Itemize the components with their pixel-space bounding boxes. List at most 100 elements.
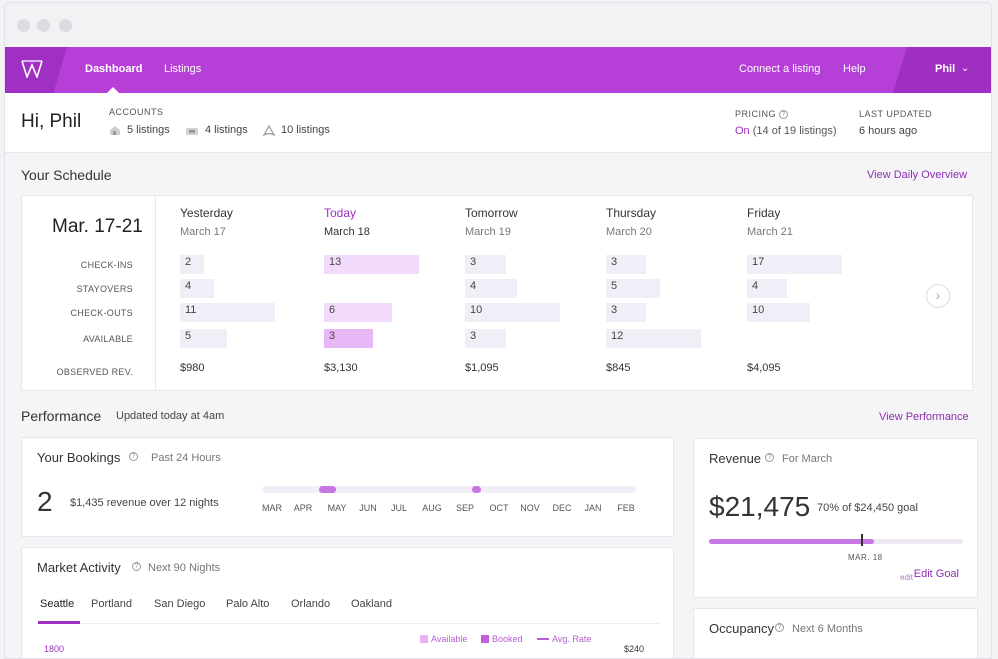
help-icon[interactable]: ? — [129, 452, 138, 461]
observed-revenue: $4,095 — [747, 362, 781, 374]
tab-oakland[interactable]: Oakland — [351, 598, 392, 610]
observed-revenue: $845 — [606, 362, 631, 374]
window-minimize-button[interactable] — [37, 19, 50, 32]
stayovers-bar: 4 — [747, 279, 787, 298]
month-label: APR — [293, 503, 313, 513]
checkins-bar: 2 — [180, 255, 204, 274]
tab-seattle[interactable]: Seattle — [40, 598, 75, 610]
market-period: Next 90 Nights — [148, 562, 221, 574]
axis-left-label: 1800 — [44, 644, 65, 654]
help-icon[interactable]: ? — [779, 110, 789, 120]
available-bar: 12 — [606, 329, 701, 348]
nav-listings[interactable]: Listings — [164, 63, 202, 75]
month-label: MAR — [262, 503, 282, 513]
tab-san-diego[interactable]: San Diego — [154, 598, 206, 610]
bookings-timeline — [262, 486, 636, 493]
day-name: Thursday — [606, 206, 657, 220]
revenue-progress-fill — [709, 539, 875, 544]
revenue-progress — [709, 534, 963, 546]
checkouts-bar: 10 — [747, 303, 810, 322]
month-label: MAY — [327, 503, 347, 513]
available-bar: 3 — [324, 329, 373, 348]
day-column-today: Today March 18 13 6 3 $3,130 — [324, 196, 464, 390]
performance-title: Performance — [21, 408, 102, 424]
bookings-count: 2 — [37, 486, 53, 517]
day-column-friday: Friday March 21 17 4 10 $4,095 — [747, 196, 887, 390]
view-performance-link[interactable]: View Performance — [879, 411, 969, 423]
revenue-amount: $21,475 — [709, 491, 811, 522]
available-bar: 5 — [180, 329, 227, 348]
active-nav-indicator — [107, 87, 119, 93]
month-label: NOV — [520, 503, 540, 513]
stayovers-bar: 5 — [606, 279, 660, 298]
active-tab-underline — [38, 621, 80, 624]
row-label-checkouts: CHECK-OUTS — [70, 308, 133, 318]
account-header: Hi, Phil ACCOUNTS 5 listings 4 listings … — [5, 93, 991, 153]
month-label: DEC — [552, 503, 572, 513]
account-label: 5 listings — [127, 124, 170, 136]
revenue-period: For March — [782, 453, 833, 465]
checkouts-bar: 11 — [180, 303, 275, 322]
help-icon[interactable]: ? — [775, 623, 784, 632]
booking-marker[interactable] — [319, 486, 336, 493]
account-item[interactable]: 10 listings — [263, 124, 330, 136]
user-menu[interactable]: Phil ⌄ — [893, 47, 991, 93]
day-name: Yesterday — [180, 206, 233, 220]
tab-portland[interactable]: Portland — [91, 598, 132, 610]
performance-updated: Updated today at 4am — [116, 410, 225, 422]
row-label-available: AVAILABLE — [83, 334, 133, 344]
chevron-right-icon: › — [935, 287, 941, 303]
day-date: March 17 — [180, 226, 226, 238]
revenue-title: Revenue — [709, 451, 762, 466]
app-window: Dashboard Listings Connect a listing Hel… — [4, 2, 992, 659]
top-navbar: Dashboard Listings Connect a listing Hel… — [5, 47, 991, 93]
tab-orlando[interactable]: Orlando — [291, 598, 331, 610]
legend-available: Available — [420, 634, 467, 644]
bookings-note: $1,435 revenue over 12 nights — [70, 497, 219, 509]
stayovers-bar: 4 — [465, 279, 517, 298]
pricing-title: PRICING? — [735, 109, 789, 120]
observed-revenue: $3,130 — [324, 362, 358, 374]
nav-help[interactable]: Help — [843, 63, 866, 75]
occupancy-card: Occupancy ? Next 6 Months — [693, 608, 978, 658]
account-label: 10 listings — [281, 124, 330, 136]
today-marker — [861, 534, 863, 546]
chevron-down-icon: ⌄ — [961, 63, 970, 74]
available-bar: 3 — [465, 329, 506, 348]
today-marker-label: MAR. 18 — [848, 553, 883, 562]
account-item[interactable]: 5 listings — [109, 124, 170, 136]
market-activity-card: Market Activity ? Next 90 Nights Seattle… — [21, 547, 674, 658]
help-icon[interactable]: ? — [765, 453, 774, 462]
month-label: OCT — [489, 503, 509, 513]
pricing-on-toggle[interactable]: On — [735, 125, 750, 137]
day-column-yesterday: Yesterday March 17 2 4 11 5 $980 — [180, 196, 320, 390]
last-updated-title: LAST UPDATED — [859, 109, 933, 119]
window-close-button[interactable] — [17, 19, 30, 32]
nav-connect-listing[interactable]: Connect a listing — [739, 63, 821, 75]
legend-line — [537, 638, 549, 640]
airbnb-icon — [263, 124, 275, 136]
next-days-button[interactable]: › — [926, 284, 950, 308]
checkins-bar: 17 — [747, 255, 842, 274]
day-name: Tomorrow — [465, 206, 518, 220]
day-date: March 19 — [465, 226, 511, 238]
window-maximize-button[interactable] — [59, 19, 72, 32]
nav-dashboard[interactable]: Dashboard — [85, 63, 143, 75]
tab-palo-alto[interactable]: Palo Alto — [226, 598, 270, 610]
edit-goal-link[interactable]: Edit Goal — [913, 568, 959, 580]
view-daily-overview-link[interactable]: View Daily Overview — [867, 169, 968, 181]
month-axis: MAR APR MAY JUN JUL AUG SEP OCT NOV DEC … — [262, 503, 642, 517]
last-updated-value: 6 hours ago — [859, 125, 918, 137]
day-column-tomorrow: Tomorrow March 19 3 4 10 3 $1,095 — [465, 196, 605, 390]
booking-marker[interactable] — [472, 486, 481, 493]
month-label: SEP — [455, 503, 475, 513]
account-item[interactable]: 4 listings — [185, 124, 248, 136]
checkouts-bar: 10 — [465, 303, 560, 322]
month-label: AUG — [422, 503, 442, 513]
observed-revenue: $1,095 — [465, 362, 499, 374]
checkins-bar: 13 — [324, 255, 419, 274]
legend-avg-rate: Avg. Rate — [537, 634, 591, 644]
logo[interactable] — [5, 47, 67, 93]
help-icon[interactable]: ? — [132, 562, 141, 571]
bookings-card: Your Bookings ? Past 24 Hours 2 $1,435 r… — [21, 437, 674, 537]
